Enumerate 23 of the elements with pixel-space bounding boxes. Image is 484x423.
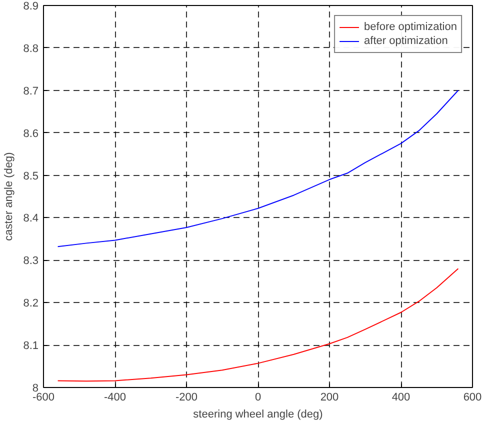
x-tick-label: 600	[463, 392, 482, 404]
y-tick-label: 8.9	[23, 0, 39, 12]
x-tick-label: -600	[32, 392, 55, 404]
y-tick-label: 8.6	[23, 128, 39, 140]
line-series	[57, 268, 459, 382]
x-tick-label: 200	[320, 392, 339, 404]
x-axis-title: steering wheel angle (deg)	[193, 408, 323, 420]
y-tick-label: 8.2	[23, 298, 39, 310]
y-tick-label: 8.1	[23, 340, 39, 352]
y-axis-title: caster angle (deg)	[3, 152, 16, 241]
y-tick-label: 8.5	[23, 170, 39, 182]
line-series	[57, 90, 459, 248]
legend-label: after optimization	[364, 35, 448, 47]
x-tick-label: -200	[175, 392, 198, 404]
y-tick-label: 8.7	[23, 85, 39, 98]
y-tick-label: 8.4	[23, 212, 39, 225]
y-tick-label: 8.8	[23, 42, 39, 55]
y-tick-label: 8	[32, 382, 39, 394]
x-tick-label: 0	[254, 392, 262, 404]
legend-label: before optimization	[364, 21, 457, 33]
y-tick-label: 8.3	[23, 255, 39, 268]
x-tick-label: -400	[104, 392, 126, 404]
x-tick-label: 400	[392, 392, 410, 404]
